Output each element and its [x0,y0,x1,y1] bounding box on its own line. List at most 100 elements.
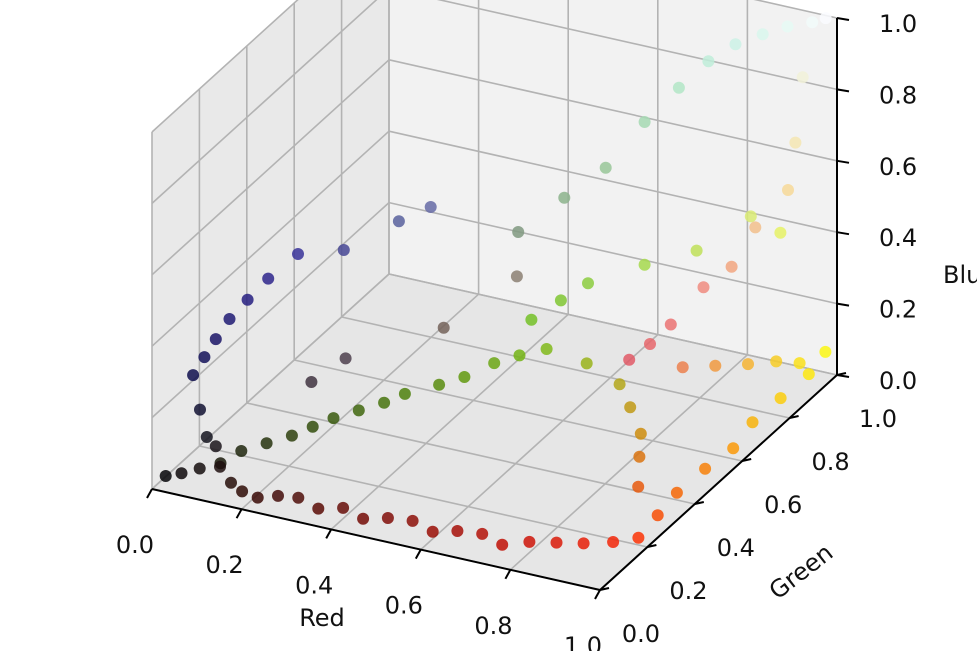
data-point [699,462,712,475]
y-tick-mark [599,587,610,591]
data-point [512,226,525,238]
data-point [424,201,437,213]
tick-labels: 0.0 0.2 0.4 0.6 0.8 1.0 0.0 0.2 0.4 0.6 0.8 1.0 0.0 0… [116,10,917,651]
data-point [451,525,464,537]
data-point [638,116,651,128]
gridline [294,359,743,462]
y-tick-label: 0.2 [669,577,707,605]
data-point [802,368,815,381]
z-tick-mark [836,88,850,93]
gridline [330,313,569,530]
data-point [194,403,206,416]
data-point [381,512,394,524]
data-point [697,281,710,294]
gridline [151,0,299,133]
tick-marks [146,17,850,600]
data-point [806,16,819,29]
data-point [634,427,647,440]
gridline [388,273,838,376]
data-point [260,437,273,450]
data-point [819,345,832,358]
data-point [523,535,536,548]
data-point [223,313,236,325]
data-point [702,55,715,68]
data-point [327,412,340,425]
data-point [292,248,304,260]
gridline [388,130,838,233]
data-point [550,536,563,549]
x-axis-line [151,488,601,591]
data-point [285,429,298,442]
x-tick-mark [504,569,512,580]
data-point [793,357,806,370]
z-tick-mark [836,231,850,236]
data-point [235,445,248,457]
data-point [774,226,787,239]
x-tick-label: 0.4 [295,571,333,599]
x-tick-mark [146,488,153,499]
data-point [742,358,754,371]
data-point [558,191,571,204]
gridline [151,59,390,276]
data-point [782,184,794,196]
x-tick-label: 0.0 [116,531,154,559]
y-tick-label: 0.4 [717,534,755,562]
gridline [388,201,838,305]
data-point [426,525,439,538]
data-point [496,538,509,551]
data-point [378,396,391,409]
data-point [672,81,685,94]
data-point [577,537,590,550]
z-axis-label: Blu [943,261,977,289]
y-tick-mark [741,458,752,462]
data-point [664,318,677,331]
data-point [676,361,689,374]
gridline [151,130,390,347]
y-tick-mark [647,544,657,548]
data-point [175,467,188,480]
left-pane [152,0,389,489]
x-axis-label: Red [299,604,345,632]
data-point [749,221,762,234]
gridline [341,316,790,419]
back-pane [389,0,837,375]
data-point [209,333,222,346]
data-point [251,491,264,504]
data-point [312,502,325,515]
data-point [214,460,226,473]
z-tick-mark [836,159,850,164]
data-point [623,353,636,366]
gridline [199,445,648,548]
data-point [709,359,722,372]
gridline [151,202,390,419]
data-point [670,486,683,499]
data-point [744,210,757,223]
data-point [159,470,172,482]
data-point [398,387,411,400]
data-point [774,392,787,405]
data-point [225,476,237,489]
x-tick-label: 0.2 [206,551,244,579]
data-point [638,258,651,271]
data-point [488,357,501,370]
y-tick-mark [694,501,705,505]
gridline [753,0,838,19]
data-point [236,485,249,498]
z-tick-label: 0.2 [879,296,917,324]
x-tick-mark [594,589,601,600]
data-point [599,161,612,174]
y-axis-line [599,374,838,591]
z-tick-label: 0.4 [879,224,917,252]
data-point [633,450,646,463]
data-point [513,349,526,362]
data-point [241,293,254,306]
y-axis-label: Green [764,538,839,605]
y-tick-label: 0.0 [622,620,660,648]
data-point [357,512,370,525]
x-tick-label: 0.6 [385,592,423,620]
gridline [388,59,838,162]
gridline [151,273,390,490]
data-point [690,244,703,257]
data-points [159,12,832,551]
gridline [151,0,378,204]
